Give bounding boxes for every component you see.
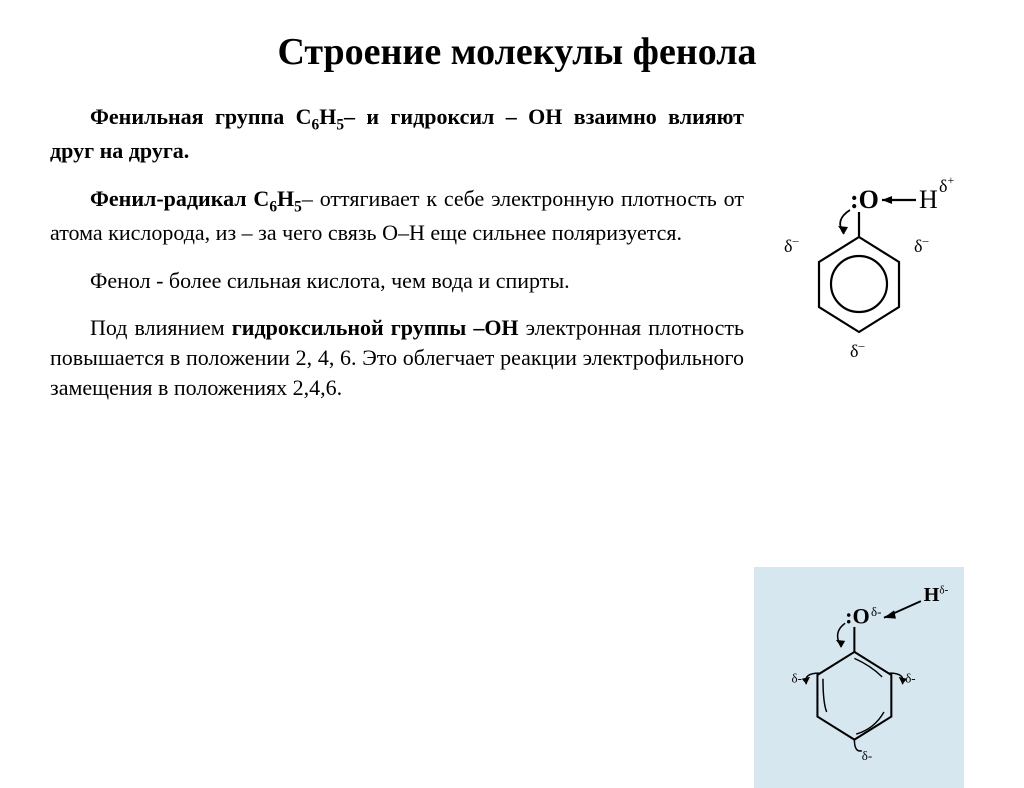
p2-bold: Фенил-радикал C6H5: [90, 186, 302, 211]
p2-sub2: 5: [294, 198, 302, 215]
fig2-dm-2: δ-: [905, 670, 915, 685]
fig1-dm-3: δ–: [850, 338, 865, 361]
page-title: Строение молекулы фенола: [50, 30, 984, 74]
fig1-O: :O: [850, 185, 879, 214]
p2-lead: Фенил-радикал C: [90, 186, 269, 211]
fig2-H-delta: δ-: [939, 585, 948, 597]
phenol-diagram-2: :O δ- H δ- δ- δ- δ-: [754, 567, 964, 788]
fig1-H: H: [919, 185, 938, 214]
figure-column: :O H δ+ δ– δ– δ–: [754, 102, 984, 788]
text-column: Фенильная группа C6H5– и гидроксил – OH …: [50, 102, 744, 788]
p2-h: H: [277, 186, 294, 211]
paragraph-3: Фенол - более сильная кислота, чем вода …: [50, 266, 744, 296]
p1-h: H: [319, 104, 336, 129]
fig2-O-delta: δ-: [871, 604, 881, 619]
fig1-dm-1: δ–: [784, 233, 799, 256]
p2-sub1: 6: [269, 198, 277, 215]
p1-sub2: 5: [336, 116, 344, 133]
fig2-O: :O: [845, 603, 870, 628]
p4-a: Под влиянием: [90, 315, 232, 340]
fig1-dm-2: δ–: [914, 233, 929, 256]
p4-b: гидроксильной группы –OH: [232, 315, 519, 340]
phenol-svg-2: :O δ- H δ- δ- δ- δ-: [762, 575, 956, 775]
fig2-H: H: [924, 584, 940, 606]
phenol-diagram-1: :O H δ+ δ– δ– δ–: [754, 172, 964, 367]
content-row: Фенильная группа C6H5– и гидроксил – OH …: [50, 102, 984, 788]
paragraph-2: Фенил-радикал C6H5– оттягивает к себе эл…: [50, 184, 744, 248]
p1-bold: Фенильная группа C6H5– и гидроксил – OH …: [50, 104, 744, 163]
fig1-delta-plus: δ+: [939, 173, 954, 196]
paragraph-1: Фенильная группа C6H5– и гидроксил – OH …: [50, 102, 744, 166]
fig2-dm-1: δ-: [792, 670, 802, 685]
fig2-dm-3: δ-: [862, 748, 872, 763]
phenol-svg-1: :O H δ+ δ– δ– δ–: [754, 172, 964, 362]
paragraph-4: Под влиянием гидроксильной группы –OH эл…: [50, 313, 744, 402]
p1-lead: Фенильная группа C: [90, 104, 311, 129]
